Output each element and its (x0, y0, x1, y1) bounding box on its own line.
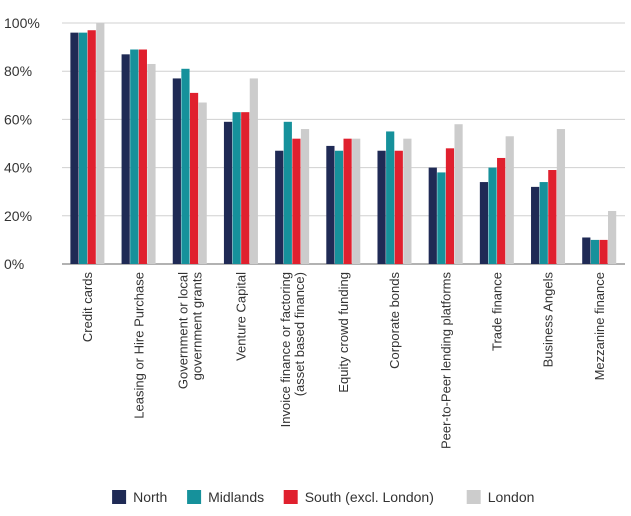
bar-north-7 (428, 167, 437, 264)
bar-south-excl-london-4 (292, 138, 301, 264)
x-category-label-line: (asset based finance) (292, 272, 307, 396)
legend-label: Midlands (208, 489, 264, 505)
x-category-label: Mezzanine finance (592, 272, 607, 380)
x-category-label: Equity crowd funding (336, 272, 351, 393)
x-category-label: Government or local government grants (175, 272, 204, 390)
bar-london-10 (608, 210, 617, 264)
legend-swatch (187, 490, 202, 504)
legend-swatch (283, 490, 298, 504)
x-category-label-line: Trade finance (490, 272, 505, 351)
y-tick-label: 80% (4, 63, 32, 79)
bar-midlands-2 (181, 68, 190, 264)
x-category-label-line: Venture Capital (234, 272, 249, 361)
bar-north-8 (479, 182, 489, 264)
bar-south-excl-london-10 (599, 239, 608, 264)
bar-london-1 (147, 63, 156, 264)
x-category-label-line: Corporate bonds (387, 272, 402, 369)
bar-south-excl-london-0 (87, 30, 96, 265)
bar-north-4 (275, 150, 284, 264)
y-tick-label: 0% (4, 256, 24, 272)
bar-midlands-7 (437, 172, 446, 264)
y-axis-ticks: 0% 20% 40% 60% 80% 100% (4, 15, 40, 272)
x-category-label: Trade finance (490, 272, 505, 351)
x-category-label-line: Business Angels (541, 272, 556, 368)
bar-london-7 (454, 124, 463, 264)
x-category-label-line: Mezzanine finance (592, 272, 607, 380)
bar-london-4 (300, 129, 310, 264)
x-category-label: Corporate bonds (387, 272, 402, 369)
legend-label: London (488, 489, 535, 505)
x-category-label: Credit cards (80, 272, 95, 343)
bar-midlands-3 (232, 112, 241, 264)
bar-midlands-5 (334, 150, 344, 264)
bar-south-excl-london-5 (343, 138, 352, 264)
bar-north-6 (377, 150, 386, 264)
bar-london-2 (198, 102, 207, 264)
x-category-label-line: Government or local (175, 272, 190, 389)
bar-north-0 (70, 32, 79, 264)
bar-north-3 (223, 121, 233, 264)
bar-midlands-6 (386, 131, 395, 264)
y-tick-label: 40% (4, 160, 32, 176)
y-tick-label: 60% (4, 111, 32, 127)
bar-north-2 (172, 78, 181, 265)
x-category-label-line: government grants (189, 272, 204, 381)
x-category-label: Business Angels (541, 272, 556, 368)
x-category-label: Peer-to-Peer lending platforms (438, 272, 453, 450)
bar-midlands-10 (590, 239, 600, 264)
bar-midlands-4 (283, 121, 292, 264)
bar-london-6 (403, 138, 412, 264)
bar-south-excl-london-7 (445, 148, 455, 264)
legend-label: North (133, 489, 167, 505)
x-category-label-line: Invoice finance or factoring (278, 272, 293, 427)
x-category-label-line: Leasing or Hire Purchase (131, 272, 146, 419)
x-category-label: Venture Capital (234, 272, 249, 361)
bar-north-1 (121, 54, 130, 264)
bar-london-5 (352, 138, 361, 264)
x-category-label-line: Credit cards (80, 272, 95, 343)
x-category-label: Invoice finance or factoring (asset based… (278, 272, 307, 427)
bar-south-excl-london-8 (497, 157, 506, 264)
bar-north-9 (531, 186, 540, 264)
bar-midlands-1 (130, 49, 139, 265)
y-tick-label: 100% (4, 15, 40, 31)
bars (70, 23, 617, 265)
x-axis-category-labels: Credit cards Leasing or Hire Purchase Gove… (80, 272, 607, 450)
bar-london-3 (249, 78, 258, 265)
bar-midlands-0 (78, 32, 88, 264)
bar-midlands-9 (539, 182, 548, 264)
y-tick-label: 20% (4, 208, 32, 224)
bar-south-excl-london-2 (189, 92, 199, 264)
bar-london-0 (96, 23, 105, 264)
bar-london-8 (505, 136, 514, 264)
bar-london-9 (556, 129, 566, 264)
legend-swatch (112, 490, 127, 504)
x-category-label: Leasing or Hire Purchase (131, 272, 146, 419)
bar-south-excl-london-9 (548, 170, 557, 264)
x-category-label-line: Equity crowd funding (336, 272, 351, 393)
bar-north-5 (326, 145, 335, 264)
bar-south-excl-london-3 (241, 112, 250, 264)
bar-midlands-8 (488, 167, 497, 264)
bar-north-10 (582, 237, 591, 264)
legend: North Midlands South (excl. London) London (112, 489, 534, 505)
legend-swatch (466, 490, 481, 504)
x-category-label-line: Peer-to-Peer lending platforms (438, 272, 453, 450)
legend-label: South (excl. London) (305, 489, 434, 505)
bar-south-excl-london-1 (138, 49, 147, 265)
bar-south-excl-london-6 (394, 150, 403, 264)
